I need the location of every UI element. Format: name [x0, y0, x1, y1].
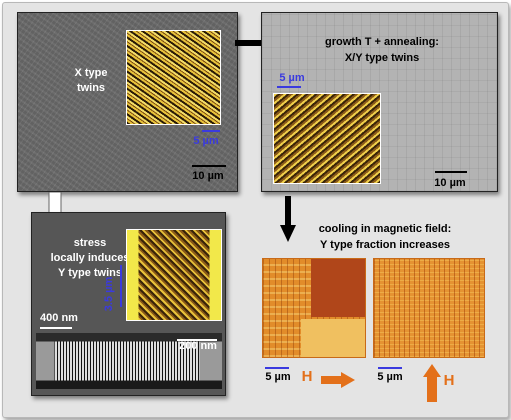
scale-label: 5 µm: [265, 371, 291, 383]
vertical-scale-bar: [120, 265, 122, 307]
vertical-scale-label: 3.5 µm: [103, 276, 115, 312]
scale-bar: [378, 367, 402, 369]
growth-text-line1: growth T + annealing:: [325, 36, 439, 48]
mfm-light-region: [301, 319, 365, 357]
inset-scale-label: 5 µm: [193, 135, 219, 147]
sem-panel-stress: stress locally induces Y type twins 3.5 …: [31, 212, 226, 396]
mfm-field-left: [262, 258, 366, 358]
top-scale-label: 5 µm: [279, 72, 305, 84]
field-h-label: H: [443, 372, 455, 389]
stress-label-line2: locally induces: [50, 252, 130, 264]
scale-400-bar: [40, 327, 72, 329]
x-type-label-line2: twins: [76, 82, 106, 94]
top-scale-bar: [277, 86, 301, 88]
mfm-inset-xy-type: [273, 93, 381, 184]
arrow-up-icon: [423, 364, 441, 402]
scale-label: 10 µm: [192, 170, 224, 182]
stress-label-line1: stress: [73, 237, 107, 249]
tem-image: [36, 333, 222, 389]
scale-400-label: 400 nm: [40, 312, 78, 324]
sem-panel-xy-type: growth T + annealing: X/Y type twins 5 µ…: [261, 12, 498, 192]
scale-bar: [265, 367, 289, 369]
arrow-down-icon: [280, 196, 296, 242]
sem-panel-x-type: X type twins 5 µm 10 µm: [17, 12, 238, 192]
mfm-dark-region: [311, 259, 365, 317]
cooling-text-line2: Y type fraction increases: [319, 239, 451, 251]
scale-bar: [192, 165, 226, 167]
mfm-inset-stress: [126, 229, 222, 321]
stress-label-line3: Y type twins: [58, 267, 122, 279]
scale-label: 5 µm: [377, 371, 403, 383]
cooling-text-line1: cooling in magnetic field:: [318, 223, 452, 235]
growth-text-line2: X/Y type twins: [344, 52, 420, 64]
field-h-label: H: [301, 368, 313, 385]
scale-200-label: 200 nm: [179, 340, 217, 352]
scale-label: 10 µm: [434, 177, 466, 189]
x-type-label-line1: X type: [74, 67, 108, 79]
arrow-right-icon: [321, 372, 355, 388]
mfm-inset-x-type: [126, 30, 221, 125]
scale-bar: [435, 171, 467, 173]
mfm-field-right: [373, 258, 485, 358]
scale-200-bar: [177, 339, 217, 341]
inset-scale-bar: [202, 130, 220, 132]
